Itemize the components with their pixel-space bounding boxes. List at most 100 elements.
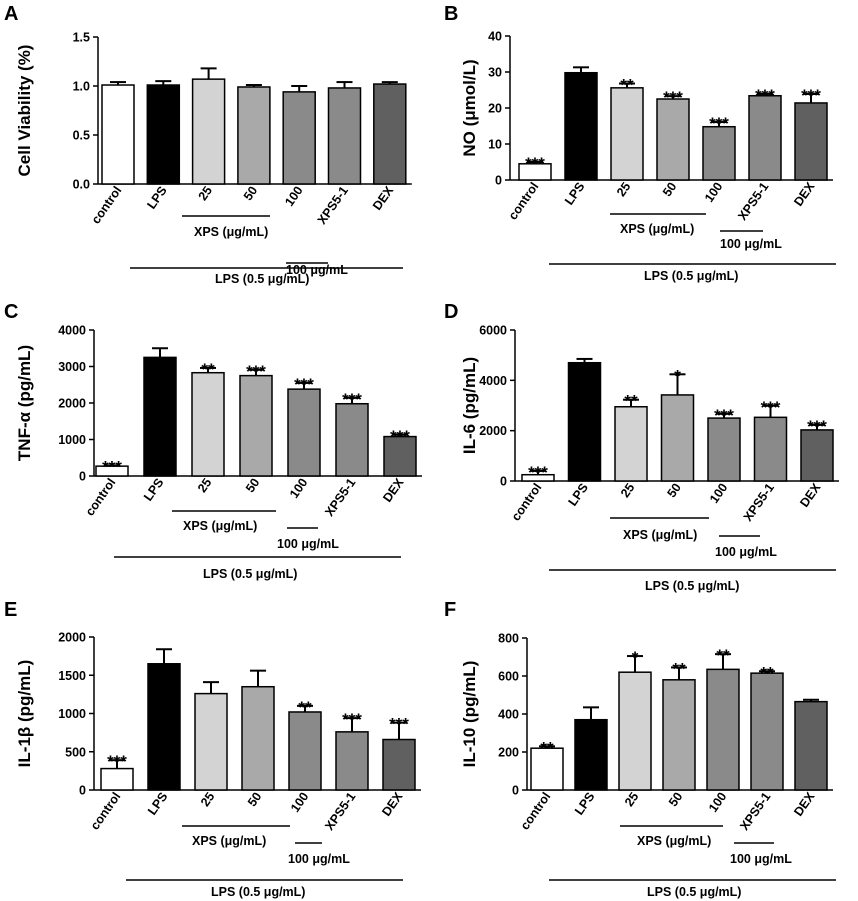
significance-label: *** [525, 154, 545, 173]
significance-label: *** [389, 715, 409, 734]
bar-lps [564, 71, 598, 181]
category-label: XPS5-1 [741, 481, 777, 524]
category-label: DEX [379, 789, 406, 819]
category-label: 25 [198, 790, 217, 809]
significance-label: *** [294, 375, 314, 394]
bar-100 [287, 388, 321, 477]
bar-control [100, 767, 134, 791]
lps-group-label: LPS (0.5 μg/mL) [211, 885, 305, 899]
y-tick-label: 1.0 [73, 80, 90, 94]
bar-dex [794, 102, 828, 181]
category-label: LPS [566, 481, 591, 509]
xps-group-label: XPS (μg/mL) [194, 225, 268, 239]
y-tick-label: 0 [500, 475, 507, 489]
panel-label: B [444, 3, 458, 25]
category-label: 100 [282, 184, 305, 209]
category-label: control [89, 184, 125, 227]
bar-dex [383, 435, 417, 477]
panel-label: F [444, 599, 456, 621]
y-tick-label: 6000 [479, 324, 507, 338]
bar-100 [288, 711, 322, 791]
category-label: 25 [622, 790, 641, 809]
y-tick-label: 0 [495, 174, 502, 188]
significance-label: *** [714, 406, 734, 425]
bar-xps5-1 [335, 402, 369, 477]
category-label: 25 [618, 481, 637, 500]
y-tick-label: 40 [488, 30, 502, 44]
panel-label: D [444, 301, 458, 323]
lps-group-label: LPS (0.5 μg/mL) [215, 272, 309, 286]
significance-label: ** [760, 663, 774, 682]
lps-group-label: LPS (0.5 μg/mL) [644, 269, 738, 283]
y-tick-label: 2000 [479, 424, 507, 438]
y-axis-label: Cell Viability (%) [15, 45, 34, 177]
category-label: 50 [243, 476, 262, 495]
bar-100 [702, 125, 736, 181]
category-label: 25 [196, 184, 215, 203]
lps-group-label: LPS (0.5 μg/mL) [203, 567, 297, 581]
y-tick-label: 1000 [58, 433, 86, 447]
category-label: control [88, 790, 124, 833]
category-label: control [506, 180, 542, 223]
y-tick-label: 0 [79, 784, 86, 798]
y-tick-label: 10 [488, 138, 502, 152]
category-label: LPS [141, 476, 166, 504]
significance-label: ** [540, 738, 554, 757]
y-tick-label: 1500 [58, 669, 86, 683]
significance-label: ** [624, 392, 638, 411]
bar-xps5-1 [753, 416, 788, 482]
significance-label: ** [620, 76, 634, 95]
significance-label: *** [761, 398, 781, 417]
y-tick-label: 2000 [58, 631, 86, 645]
significance-label: *** [807, 417, 827, 436]
xps-group-label: XPS (μg/mL) [637, 834, 711, 848]
bar-dex [382, 738, 416, 791]
y-tick-label: 0 [79, 470, 86, 484]
category-label: DEX [380, 475, 407, 505]
category-label: XPS5-1 [315, 184, 351, 227]
significance-label: *** [755, 86, 775, 105]
y-axis-label: IL-6 (pg/mL) [460, 357, 479, 454]
bar-25 [614, 406, 648, 482]
category-label: 100 [287, 476, 310, 501]
bar-xps5-1 [750, 672, 784, 791]
bar-25 [618, 671, 652, 791]
category-label: 50 [660, 180, 679, 199]
xps-group-label: XPS (μg/mL) [620, 222, 694, 236]
y-tick-label: 500 [65, 745, 86, 759]
significance-label: * [674, 366, 681, 385]
concentration-label: 100 μg/mL [730, 852, 792, 866]
category-label: 25 [195, 476, 214, 495]
concentration-label: 100 μg/mL [720, 237, 782, 251]
category-label: 25 [614, 180, 633, 199]
bar-lps [147, 663, 181, 791]
bar-25 [610, 87, 644, 181]
bar-25 [194, 692, 228, 791]
category-label: DEX [791, 789, 818, 819]
y-tick-label: 1.5 [73, 31, 90, 45]
y-tick-label: 3000 [58, 360, 86, 374]
bar-lps [574, 718, 608, 791]
y-tick-label: 4000 [58, 324, 86, 338]
category-label: XPS5-1 [322, 476, 358, 519]
category-label: 100 [707, 481, 730, 506]
significance-label: *** [246, 362, 266, 381]
panel-e: E 0 500 1000 1500 2000 IL-1β (pg/mL) *** control… [4, 599, 421, 899]
bar-xps5-1 [327, 87, 362, 185]
lps-group-label: LPS (0.5 μg/mL) [647, 885, 741, 899]
category-label: LPS [144, 184, 169, 212]
bar-50 [237, 86, 271, 185]
panel-a: A 0.0 0.5 1.0 1.5 Cell Viability (%) control LP… [4, 3, 412, 286]
significance-label: *** [663, 88, 683, 107]
xps-group-label: XPS (μg/mL) [192, 834, 266, 848]
category-label: XPS5-1 [735, 180, 771, 223]
panel-label: C [4, 301, 18, 323]
significance-label: *** [342, 710, 362, 729]
y-tick-label: 0.0 [73, 178, 90, 192]
panel-label: E [4, 599, 17, 621]
concentration-label: 100 μg/mL [277, 537, 339, 551]
category-label: LPS [562, 180, 587, 208]
significance-label: ** [298, 698, 312, 717]
